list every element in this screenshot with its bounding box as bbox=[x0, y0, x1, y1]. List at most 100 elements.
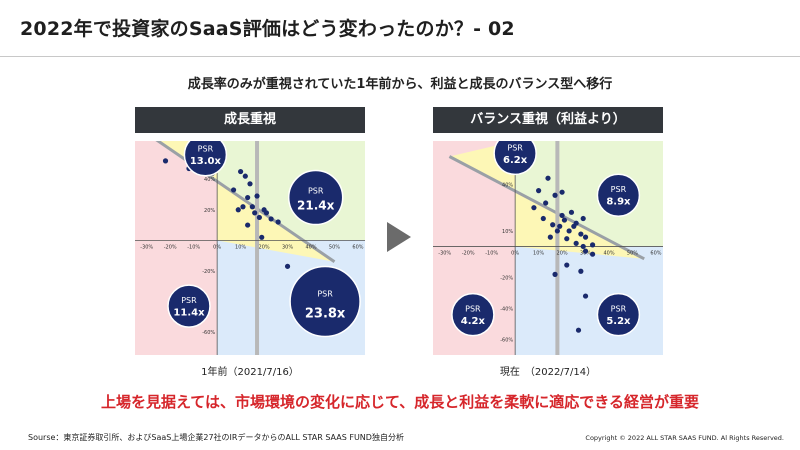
x-tick-label: -10% bbox=[187, 244, 200, 250]
data-point bbox=[582, 248, 589, 254]
data-point bbox=[566, 228, 572, 234]
data-point bbox=[249, 204, 255, 210]
x-tick-label: 20% bbox=[557, 250, 568, 256]
psr-bubble bbox=[183, 141, 228, 177]
frontier-line bbox=[155, 141, 336, 263]
psr-bubble-value: 5.2x bbox=[606, 316, 631, 327]
data-point bbox=[559, 212, 565, 219]
psr-bubble-label: PSR bbox=[507, 143, 523, 152]
data-point bbox=[557, 223, 563, 229]
data-point bbox=[580, 215, 586, 222]
psr-bubble-label: PSR bbox=[611, 305, 627, 314]
x-tick-label: -20% bbox=[164, 244, 177, 250]
psr-bubble-value: 8.9x bbox=[606, 197, 631, 208]
data-point bbox=[554, 228, 560, 234]
psr-bubble bbox=[493, 141, 537, 176]
data-point bbox=[162, 158, 169, 164]
data-point bbox=[275, 219, 281, 225]
psr-bubble-label: PSR bbox=[198, 145, 214, 154]
data-point bbox=[252, 210, 258, 216]
chart-caption-balance: 現在 （2022/7/14） bbox=[499, 367, 597, 378]
data-point bbox=[564, 262, 570, 268]
psr-bubble-label: PSR bbox=[317, 289, 333, 298]
data-point bbox=[245, 222, 251, 228]
data-point bbox=[552, 271, 558, 277]
data-point bbox=[543, 200, 549, 206]
zone-high-growth-loss bbox=[515, 246, 663, 355]
psr-bubble bbox=[167, 284, 211, 328]
y-tick-label: -40% bbox=[500, 306, 513, 312]
data-point bbox=[582, 234, 589, 240]
data-point bbox=[573, 240, 579, 246]
y-tick-label: 40% bbox=[204, 177, 215, 183]
data-point bbox=[578, 268, 584, 274]
psr-bubble bbox=[596, 173, 641, 218]
x-tick-label: 50% bbox=[627, 250, 638, 256]
data-point bbox=[559, 189, 565, 195]
psr-bubble-value: 6.2x bbox=[503, 155, 528, 166]
data-point bbox=[268, 216, 274, 222]
y-tick-label: -20% bbox=[202, 269, 215, 275]
data-point bbox=[531, 205, 537, 211]
data-point bbox=[564, 236, 570, 242]
data-point bbox=[550, 222, 556, 228]
y-tick-label: 40% bbox=[502, 182, 513, 188]
data-point bbox=[578, 231, 584, 237]
x-tick-label: 10% bbox=[533, 250, 544, 256]
y-tick-label: -60% bbox=[202, 330, 215, 336]
data-point bbox=[552, 192, 558, 198]
data-point bbox=[247, 181, 253, 187]
x-tick-label: -20% bbox=[462, 250, 475, 256]
data-point bbox=[238, 168, 244, 175]
x-tick-label: 20% bbox=[259, 244, 270, 250]
y-tick-label: -20% bbox=[500, 275, 513, 281]
x-tick-label: 60% bbox=[352, 244, 363, 250]
x-tick-label: 60% bbox=[650, 250, 661, 256]
psr-bubble bbox=[287, 169, 344, 226]
chart-balance-focus: -30%-20%-10%0%10%20%30%40%50%60%60%40%10… bbox=[433, 141, 663, 355]
psr-bubble bbox=[596, 292, 641, 337]
y-tick-label: 20% bbox=[204, 208, 215, 214]
y-tick-label: -60% bbox=[500, 337, 513, 343]
x-tick-label: -10% bbox=[485, 250, 498, 256]
x-tick-label: 40% bbox=[603, 250, 614, 256]
data-point bbox=[568, 209, 575, 215]
data-point bbox=[259, 234, 265, 240]
data-point bbox=[589, 251, 596, 257]
x-tick-label: -30% bbox=[140, 244, 153, 250]
data-point bbox=[545, 175, 551, 181]
chart-growth-focus: -30% -20% -10% 0% 10% 20% 30% 40% 50% 60% 40% 20% -2… bbox=[135, 141, 365, 355]
data-point bbox=[540, 215, 546, 222]
chart-header-growth: 成長重視 bbox=[135, 107, 365, 133]
data-point bbox=[230, 187, 237, 193]
data-point bbox=[240, 204, 246, 210]
x-tick-label: 0% bbox=[213, 244, 221, 250]
chart-header-balance: バランス重視（利益より） bbox=[433, 107, 663, 133]
data-point bbox=[235, 207, 241, 213]
zone-balanced bbox=[449, 141, 645, 259]
x-tick-label: 40% bbox=[305, 244, 316, 250]
data-point bbox=[547, 234, 553, 240]
psr-bubble-label: PSR bbox=[611, 185, 627, 194]
y-tick-label: 10% bbox=[502, 229, 513, 235]
title-divider bbox=[0, 56, 800, 57]
data-point bbox=[256, 214, 262, 221]
psr-bubble-value: 21.4x bbox=[297, 199, 335, 213]
source-note: Sourse：東京証券取引所、およびSaaS上場企業27社のIRデータからのAL… bbox=[28, 433, 404, 442]
x-tick-label: 30% bbox=[282, 244, 293, 250]
data-point bbox=[254, 193, 260, 199]
data-point bbox=[284, 263, 291, 269]
psr-bubble-value: 23.8x bbox=[305, 306, 346, 321]
data-point bbox=[263, 210, 270, 216]
page-title: 2022年で投資家のSaaS評価はどう変わったのか？- 02 bbox=[20, 18, 515, 40]
psr-bubble bbox=[451, 292, 495, 337]
psr-bubble-value: 4.2x bbox=[461, 316, 486, 327]
x-tick-label: 50% bbox=[329, 244, 340, 250]
subtitle: 成長率のみが重視されていた1年前から、利益と成長のバランス型へ移行 bbox=[187, 77, 613, 92]
data-point bbox=[582, 293, 589, 299]
copyright-note: Copyright © 2022 ALL STAR SAAS FUND. Al … bbox=[585, 434, 784, 442]
x-tick-label: 0% bbox=[511, 250, 519, 256]
conclusion-statement: 上場を見据えては、市場環境の変化に応じて、成長と利益を柔軟に適応できる経営が重要 bbox=[101, 393, 699, 411]
data-point bbox=[580, 243, 586, 250]
x-tick-label: 10% bbox=[235, 244, 246, 250]
